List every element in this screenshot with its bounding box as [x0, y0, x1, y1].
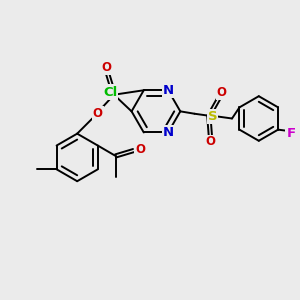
Text: O: O: [217, 86, 226, 99]
Text: Cl: Cl: [103, 85, 117, 98]
Text: F: F: [286, 127, 296, 140]
Text: O: O: [93, 106, 103, 120]
Text: O: O: [205, 136, 215, 148]
Text: O: O: [135, 142, 145, 156]
Text: O: O: [101, 61, 111, 74]
Text: S: S: [208, 110, 217, 123]
Text: N: N: [163, 84, 174, 97]
Text: N: N: [163, 126, 174, 139]
